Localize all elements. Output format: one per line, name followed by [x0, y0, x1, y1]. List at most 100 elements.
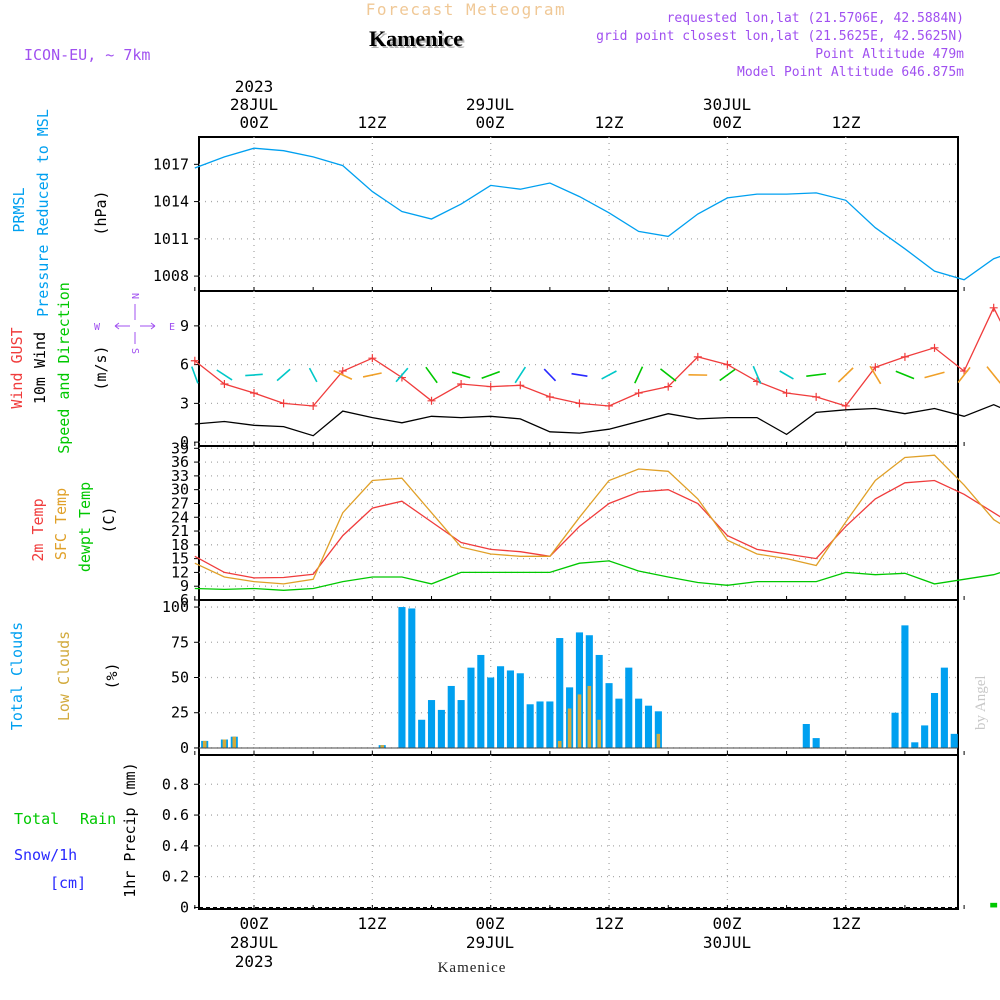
temp-series-2m-temp: [194, 479, 1000, 579]
low-cloud-bar: [567, 708, 572, 748]
wind-arrow: [719, 368, 736, 382]
wind-arrow: [895, 370, 915, 380]
wind-arrow: [276, 368, 291, 382]
clouds-unit: (%): [103, 662, 121, 689]
low-cloud-bar: [656, 733, 661, 748]
gust-marker: [338, 367, 347, 376]
gust-marker: [575, 399, 584, 408]
wind-arrow: [659, 368, 677, 382]
gust-marker: [457, 380, 466, 388]
location-title: Kamenice: [369, 26, 463, 51]
bottom-tick-label-6: 12Z: [832, 914, 861, 933]
wind-ytick-label: 0: [180, 433, 189, 451]
temp-ytick-label: 15: [171, 550, 189, 568]
total-cloud-bar: [615, 698, 623, 748]
gust-marker: [190, 356, 199, 365]
total-cloud-bar: [575, 632, 584, 748]
temp-ytick-label: 24: [171, 508, 189, 526]
model-altitude: Model Point Altitude 646.875m: [737, 65, 964, 80]
temp-2m-label: 2m Temp: [29, 498, 47, 561]
credit: by Angel: [973, 675, 989, 730]
wind-arrow: [362, 372, 382, 378]
temp-ytick-label: 9: [180, 577, 189, 595]
precip-total-label: Total: [14, 810, 59, 828]
temp-unit: (C): [100, 506, 118, 533]
low-cloud-bar: [587, 685, 592, 748]
wind-series-10m-wind: [194, 403, 1000, 437]
temp-dewpt-label: dewpt Temp: [76, 482, 94, 572]
precip-unit: 1hr Precip (mm): [121, 762, 139, 897]
total-cloud-bar: [605, 683, 613, 748]
wind-arrow: [451, 371, 471, 379]
top-year: 2023: [235, 77, 274, 96]
footer-location: Kamenice: [438, 960, 507, 976]
wind-compass-arrows: [114, 304, 156, 344]
precip-frame: [198, 754, 959, 910]
wind-ytick-label: 9: [180, 317, 189, 335]
wind-arrow: [216, 369, 233, 381]
total-cloud-bar: [625, 667, 633, 748]
top-day-label-2: 29JUL: [466, 95, 514, 114]
wind-ytick-label: 6: [180, 356, 189, 374]
rain-bar: [990, 902, 998, 908]
wind-arrow: [752, 365, 762, 384]
chart-title: Forecast Meteogram: [366, 0, 566, 19]
gust-marker: [545, 392, 554, 401]
clouds-ytick-label: 0: [180, 739, 189, 757]
precip-ytick-label: 0.8: [162, 775, 189, 793]
grid-point: grid point closest lon,lat (21.5625E, 42…: [596, 29, 964, 44]
top-tick-label-2: 12Z: [358, 113, 387, 132]
pressure-ytick-label: 1017: [153, 155, 189, 173]
total-cloud-bar: [595, 654, 603, 748]
gust-marker: [782, 389, 791, 398]
total-cloud-bar: [654, 711, 662, 748]
bottom-tick-label-2: 12Z: [358, 914, 387, 933]
top-day-label-1: 28JUL: [230, 95, 278, 114]
clouds-ytick-label: 50: [171, 669, 189, 687]
pressure-ytick-label: 1008: [153, 267, 189, 285]
temp-ytick-label: 21: [171, 522, 189, 540]
total-cloud-bar: [901, 625, 909, 748]
low-cloud-bar: [202, 740, 207, 748]
wind-arrow: [601, 370, 617, 380]
gust-marker: [871, 363, 880, 372]
bottom-tick-label-1: 00Z: [240, 914, 269, 933]
pressure-frame: [198, 136, 959, 292]
total-cloud-bar: [556, 638, 564, 748]
requested-point: requested lon,lat (21.5706E, 42.5884N): [667, 11, 964, 26]
total-cloud-bar: [891, 712, 899, 748]
gust-marker: [368, 354, 377, 363]
gust-marker: [693, 352, 702, 361]
total-cloud-bar: [427, 700, 436, 748]
temp-ytick-label: 6: [180, 591, 189, 609]
total-cloud-bar: [950, 733, 958, 748]
total-cloud-bar: [497, 666, 505, 748]
gust-marker: [812, 392, 821, 401]
compass-e: E: [169, 322, 175, 333]
wind-arrow: [191, 366, 199, 384]
point-altitude: Point Altitude 479m: [815, 47, 964, 62]
total-cloud-bar: [418, 719, 426, 748]
top-tick-label-1: 00Z: [240, 113, 269, 132]
low-cloud-bar: [557, 740, 562, 748]
gust-marker: [989, 303, 998, 312]
precip-snow-label: Snow/1h: [14, 846, 77, 864]
compass-s: S: [129, 348, 140, 354]
wind-arrow: [986, 366, 1000, 384]
pressure-unit: (hPa): [92, 190, 110, 235]
total-cloud-bar: [802, 724, 810, 748]
clouds-ytick-label: 25: [171, 704, 189, 722]
bottom-tick-label-5: 00Z: [713, 914, 742, 933]
gust-marker: [930, 343, 939, 352]
low-cloud-bar: [232, 736, 237, 748]
wind-arrow: [308, 367, 318, 383]
wind-compass: N S W E: [94, 293, 175, 354]
total-cloud-bar: [447, 685, 455, 748]
temp-ytick-label: 36: [171, 453, 189, 471]
temp-ytick-label: 27: [171, 494, 189, 512]
wind-ytick-label: 3: [180, 394, 189, 412]
bottom-tick-label-4: 12Z: [595, 914, 624, 933]
wind-10m-label: 10m Wind: [31, 332, 49, 404]
precip-rain-label: Rain: [80, 810, 116, 828]
